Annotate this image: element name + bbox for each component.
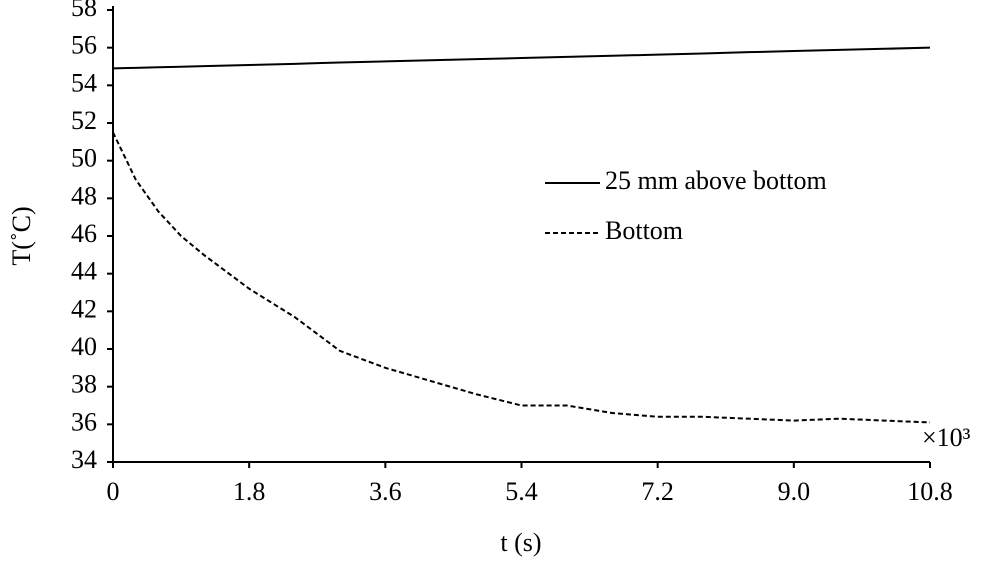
x-multiplier: ×10³: [922, 423, 971, 452]
y-tick-label: 38: [71, 370, 97, 399]
y-tick-label: 34: [71, 445, 97, 474]
y-tick-label: 56: [71, 31, 97, 60]
y-tick-label: 40: [71, 332, 97, 361]
legend-label: 25 mm above bottom: [605, 166, 827, 195]
x-tick-label: 7.2: [641, 477, 674, 506]
y-tick-label: 42: [71, 294, 97, 323]
x-tick-label: 3.6: [369, 477, 402, 506]
x-tick-label: 0: [107, 477, 120, 506]
data-line: [112, 131, 931, 424]
y-axis-label: T(˚C): [7, 206, 36, 265]
x-tick-label: 9.0: [778, 477, 811, 506]
y-tick-label: 44: [71, 257, 97, 286]
x-tick-label: 10.8: [907, 477, 953, 506]
y-tick-label: 58: [71, 0, 97, 22]
y-tick-label: 48: [71, 181, 97, 210]
x-tick-label: 5.4: [505, 477, 538, 506]
y-tick-label: 54: [71, 68, 97, 97]
x-axis-label: t (s): [500, 528, 541, 557]
y-tick-label: 50: [71, 144, 97, 173]
y-tick-label: 46: [71, 219, 97, 248]
legend-label: Bottom: [605, 216, 683, 245]
data-line: [112, 46, 931, 70]
x-tick-label: 1.8: [233, 477, 266, 506]
y-tick-label: 52: [71, 106, 97, 135]
y-tick-label: 36: [71, 407, 97, 436]
